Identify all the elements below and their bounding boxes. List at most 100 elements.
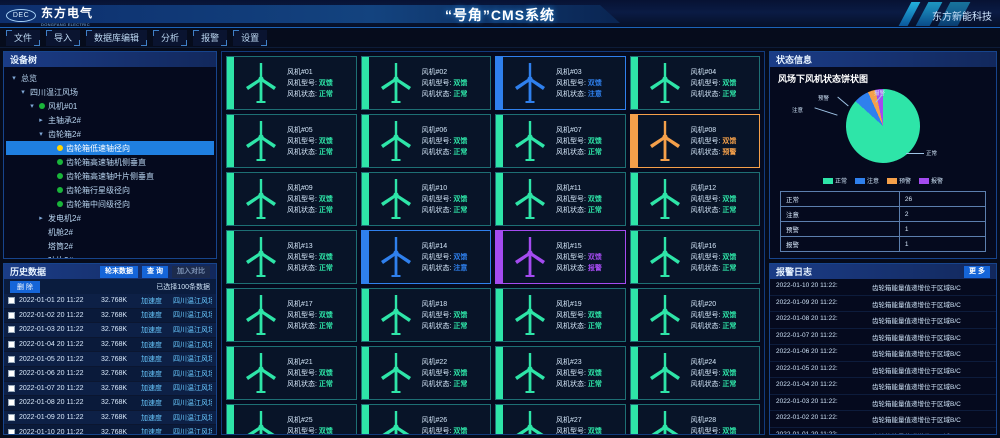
- tree-node-13[interactable]: 叶片2#: [6, 253, 214, 259]
- row-type[interactable]: 加速度: [141, 399, 162, 407]
- table-row[interactable]: 2022-01-01 20 11:22 32.768K 加速度 四川温江风场...: [4, 294, 216, 309]
- row-checkbox[interactable]: [8, 355, 15, 363]
- turbine-card[interactable]: 风机#06 风机型号: 双馈 风机状态: 正常: [360, 114, 491, 168]
- chevron-icon[interactable]: ▸: [39, 117, 43, 124]
- turbine-card[interactable]: 风机#04 风机型号: 双馈 风机状态: 正常: [629, 56, 760, 110]
- row-type[interactable]: 加速度: [141, 414, 162, 422]
- turbine-card[interactable]: 风机#10 风机型号: 双馈 风机状态: 正常: [360, 172, 491, 226]
- turbine-card[interactable]: 风机#08 风机型号: 双馈 风机状态: 预警: [629, 114, 760, 168]
- turbine-card[interactable]: 风机#22 风机型号: 双馈 风机状态: 正常: [360, 346, 491, 400]
- turbine-card[interactable]: 风机#12 风机型号: 双馈 风机状态: 正常: [629, 172, 760, 226]
- turbine-card[interactable]: 风机#01 风机型号: 双馈 风机状态: 正常: [226, 56, 357, 110]
- list-item[interactable]: 2022-01-04 20 11:22: 齿轮箱能量值递增位于区域B/C: [770, 378, 996, 395]
- table-row[interactable]: 2022-01-08 20 11:22 32.768K 加速度 四川温江风场...: [4, 396, 216, 411]
- list-item[interactable]: 2022-01-06 20 11:22: 齿轮箱能量值递增位于区域B/C: [770, 345, 996, 362]
- row-type[interactable]: 加速度: [141, 429, 162, 434]
- turbine-card[interactable]: 风机#03 风机型号: 双馈 风机状态: 注意: [495, 56, 626, 110]
- menu-item-3[interactable]: 分析: [153, 29, 188, 46]
- turbine-card[interactable]: 风机#14 风机型号: 双馈 风机状态: 注意: [360, 230, 491, 284]
- row-type[interactable]: 加速度: [141, 356, 162, 364]
- turbine-card[interactable]: 风机#05 风机型号: 双馈 风机状态: 正常: [226, 114, 357, 168]
- more-button[interactable]: 更 多: [964, 265, 990, 278]
- list-item[interactable]: 2022-01-03 20 11:22: 齿轮箱能量值递增位于区域B/C: [770, 395, 996, 411]
- tree-node-12[interactable]: 塔筒2#: [6, 239, 214, 253]
- row-site[interactable]: 四川温江风场...: [173, 356, 212, 364]
- tree-node-3[interactable]: ▸ 主轴承2#: [6, 113, 214, 127]
- table-row[interactable]: 2022-01-09 20 11:22 32.768K 加速度 四川温江风场...: [4, 410, 216, 426]
- row-type[interactable]: 加速度: [141, 312, 162, 320]
- table-row[interactable]: 2022-01-03 20 11:22 32.768K 加速度 四川温江风场...: [4, 323, 216, 338]
- list-item[interactable]: 2022-01-08 20 11:22: 齿轮箱能量值递增位于区域B/C: [770, 312, 996, 329]
- row-checkbox[interactable]: [8, 428, 15, 434]
- row-checkbox[interactable]: [8, 311, 15, 319]
- row-checkbox[interactable]: [8, 414, 15, 422]
- row-site[interactable]: 四川温江风场...: [173, 414, 212, 422]
- row-site[interactable]: 四川温江风场...: [173, 399, 212, 407]
- row-site[interactable]: 四川温江风场...: [173, 370, 212, 378]
- list-item[interactable]: 2022-01-01 20 11:22: 齿轮箱能量值递增位于区域B/C: [770, 428, 996, 435]
- turbine-card[interactable]: 风机#16 风机型号: 双馈 风机状态: 正常: [629, 230, 760, 284]
- turbine-card[interactable]: 风机#17 风机型号: 双馈 风机状态: 正常: [226, 288, 357, 342]
- turbine-card[interactable]: 风机#21 风机型号: 双馈 风机状态: 正常: [226, 346, 357, 400]
- turbine-card[interactable]: 风机#07 风机型号: 双馈 风机状态: 正常: [495, 114, 626, 168]
- chevron-icon[interactable]: ▾: [39, 131, 43, 138]
- table-row[interactable]: 2022-01-10 20 11:22 32.768K 加速度 四川温江风场...: [4, 425, 216, 434]
- row-type[interactable]: 加速度: [141, 370, 162, 378]
- history-row-list[interactable]: 2022-01-01 20 11:2232.768K加速度四川温江风场...20…: [4, 294, 216, 434]
- menu-item-1[interactable]: 导入: [46, 29, 81, 46]
- chevron-icon[interactable]: ▸: [39, 215, 43, 222]
- row-type[interactable]: 加速度: [141, 385, 162, 393]
- turbine-card[interactable]: 风机#15 风机型号: 双馈 风机状态: 报警: [495, 230, 626, 284]
- row-type[interactable]: 加速度: [141, 326, 162, 334]
- list-item[interactable]: 2022-01-07 20 11:22: 齿轮箱能量值递增位于区域B/C: [770, 329, 996, 345]
- delete-button[interactable]: 删 除: [10, 280, 40, 293]
- table-row[interactable]: 2022-01-05 20 11:22 32.768K 加速度 四川温江风场...: [4, 352, 216, 367]
- turbine-card[interactable]: 风机#02 风机型号: 双馈 风机状态: 正常: [360, 56, 491, 110]
- row-checkbox[interactable]: [8, 399, 15, 407]
- row-type[interactable]: 加速度: [141, 341, 162, 349]
- row-type[interactable]: 加速度: [141, 297, 162, 305]
- history-button-1[interactable]: 查 询: [142, 265, 168, 278]
- row-site[interactable]: 四川温江风场...: [173, 297, 212, 305]
- device-tree[interactable]: ▾ 总览 ▾ 四川温江风场 ▾ 风机#01 ▸ 主轴承2# ▾ 齿轮箱2# 齿轮箱低速轴径向 齿轮箱高…: [4, 67, 216, 258]
- turbine-card[interactable]: 风机#19 风机型号: 双馈 风机状态: 正常: [495, 288, 626, 342]
- history-button-2[interactable]: 加入对比: [172, 265, 210, 278]
- tree-node-2[interactable]: ▾ 风机#01: [6, 99, 214, 113]
- legend-item-1[interactable]: 注意: [854, 176, 879, 185]
- row-checkbox[interactable]: [8, 384, 15, 392]
- tree-node-10[interactable]: ▸ 发电机2#: [6, 211, 214, 225]
- chevron-icon[interactable]: ▾: [30, 103, 34, 110]
- turbine-card[interactable]: 风机#23 风机型号: 双馈 风机状态: 正常: [495, 346, 626, 400]
- menu-item-0[interactable]: 文件: [6, 29, 41, 46]
- legend-item-2[interactable]: 预警: [887, 176, 911, 185]
- menu-item-5[interactable]: 设置: [233, 29, 268, 46]
- row-checkbox[interactable]: [8, 326, 15, 334]
- tree-node-5[interactable]: 齿轮箱低速轴径向: [6, 141, 214, 155]
- row-site[interactable]: 四川温江风场...: [173, 312, 212, 320]
- tree-node-6[interactable]: 齿轮箱高速轴机侧垂直: [6, 155, 214, 169]
- table-row[interactable]: 2022-01-06 20 11:22 32.768K 加速度 四川温江风场...: [4, 366, 216, 382]
- turbine-card[interactable]: 风机#18 风机型号: 双馈 风机状态: 正常: [360, 288, 491, 342]
- table-row[interactable]: 2022-01-07 20 11:22 32.768K 加速度 四川温江风场...: [4, 381, 216, 397]
- turbine-card[interactable]: 风机#20 风机型号: 双馈 风机状态: 正常: [629, 288, 760, 342]
- table-row[interactable]: 2022-01-04 20 11:22 32.768K 加速度 四川温江风场...: [4, 337, 216, 353]
- row-site[interactable]: 四川温江风场...: [173, 385, 212, 393]
- history-button-0[interactable]: 轮末数据: [100, 265, 139, 278]
- tree-node-11[interactable]: 机舱2#: [6, 225, 214, 239]
- alarm-log-list[interactable]: 2022-01-10 20 11:22: 齿轮箱能量值递增位于区域B/C 2022-…: [770, 279, 996, 434]
- menu-item-4[interactable]: 报警: [193, 29, 228, 46]
- chevron-icon[interactable]: ▾: [12, 75, 16, 82]
- tree-node-8[interactable]: 齿轮箱行星级径向: [6, 183, 214, 197]
- row-checkbox[interactable]: [8, 297, 15, 305]
- tree-node-1[interactable]: ▾ 四川温江风场: [6, 85, 214, 99]
- list-item[interactable]: 2022-01-02 20 11:22: 齿轮箱能量值递增位于区域B/C: [770, 411, 996, 428]
- row-site[interactable]: 四川温江风场...: [173, 429, 212, 434]
- tree-node-9[interactable]: 齿轮箱中间级径向: [6, 197, 214, 211]
- row-checkbox[interactable]: [8, 341, 15, 349]
- legend-item-0[interactable]: 正常: [822, 176, 847, 185]
- list-item[interactable]: 2022-01-10 20 11:22: 齿轮箱能量值递增位于区域B/C: [770, 279, 996, 296]
